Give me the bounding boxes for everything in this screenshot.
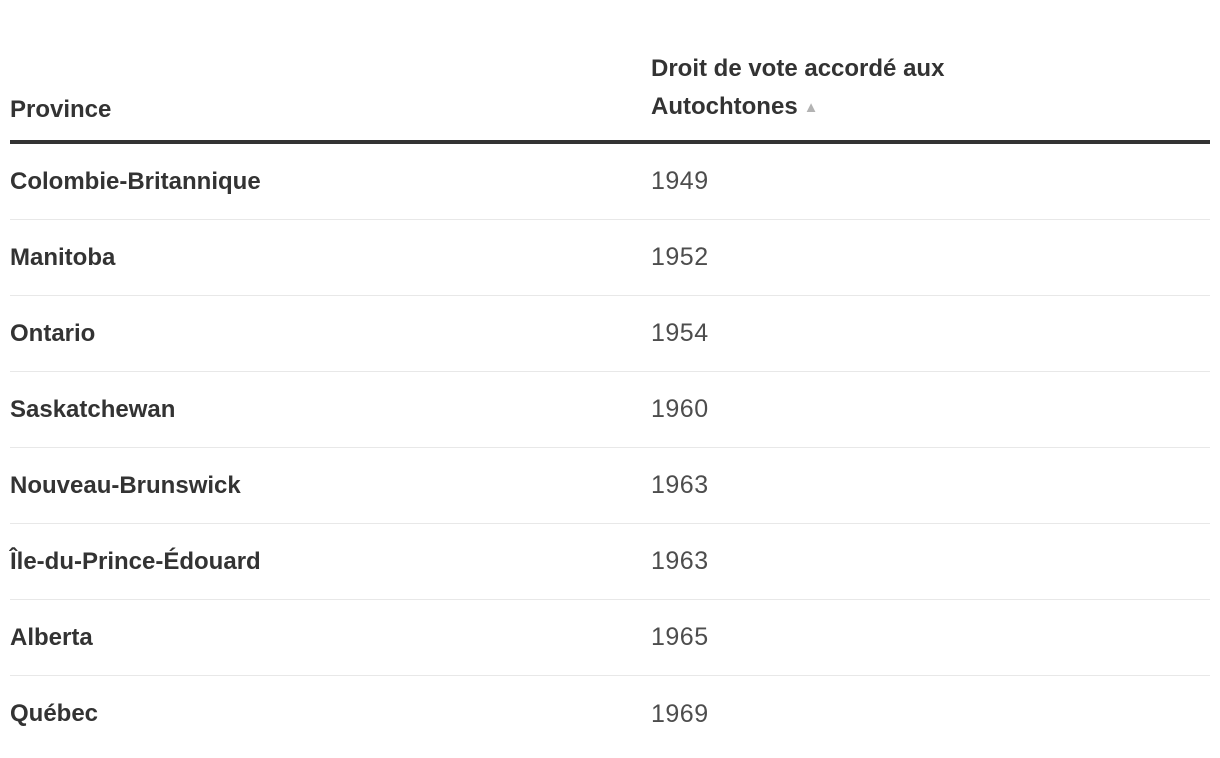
province-cell: Alberta bbox=[10, 623, 93, 651]
table-header-row: Province Droit de vote accordé aux Autoc… bbox=[10, 0, 1210, 144]
table-row: Nouveau-Brunswick 1963 bbox=[10, 448, 1210, 524]
province-cell: Nouveau-Brunswick bbox=[10, 471, 241, 499]
table-row: Manitoba 1952 bbox=[10, 220, 1210, 296]
column-header-province[interactable]: Province bbox=[10, 91, 651, 129]
sort-ascending-icon[interactable]: ▲ bbox=[803, 99, 819, 116]
year-cell: 1952 bbox=[651, 243, 709, 271]
column-header-vote-year-label: Droit de vote accordé aux Autochtones ▲ bbox=[651, 50, 1071, 129]
column-header-vote-year[interactable]: Droit de vote accordé aux Autochtones ▲ bbox=[651, 50, 1210, 129]
year-cell: 1960 bbox=[651, 395, 709, 423]
provinces-vote-table: Province Droit de vote accordé aux Autoc… bbox=[10, 0, 1210, 752]
column-header-province-label: Province bbox=[10, 96, 112, 123]
year-cell: 1954 bbox=[651, 319, 709, 347]
province-cell: Île-du-Prince-Édouard bbox=[10, 547, 261, 575]
table-row: Québec 1969 bbox=[10, 676, 1210, 752]
table-row: Alberta 1965 bbox=[10, 600, 1210, 676]
year-cell: 1963 bbox=[651, 547, 709, 575]
year-cell: 1949 bbox=[651, 167, 709, 195]
year-cell: 1965 bbox=[651, 623, 709, 651]
table-row: Colombie-Britannique 1949 bbox=[10, 144, 1210, 220]
year-cell: 1969 bbox=[651, 699, 709, 728]
province-cell: Saskatchewan bbox=[10, 395, 176, 423]
province-cell: Ontario bbox=[10, 319, 96, 347]
table-row: Île-du-Prince-Édouard 1963 bbox=[10, 524, 1210, 600]
table-row: Saskatchewan 1960 bbox=[10, 372, 1210, 448]
province-cell: Colombie-Britannique bbox=[10, 167, 261, 195]
table-row: Ontario 1954 bbox=[10, 296, 1210, 372]
year-cell: 1963 bbox=[651, 471, 709, 499]
province-cell: Québec bbox=[10, 700, 99, 727]
province-cell: Manitoba bbox=[10, 243, 116, 271]
